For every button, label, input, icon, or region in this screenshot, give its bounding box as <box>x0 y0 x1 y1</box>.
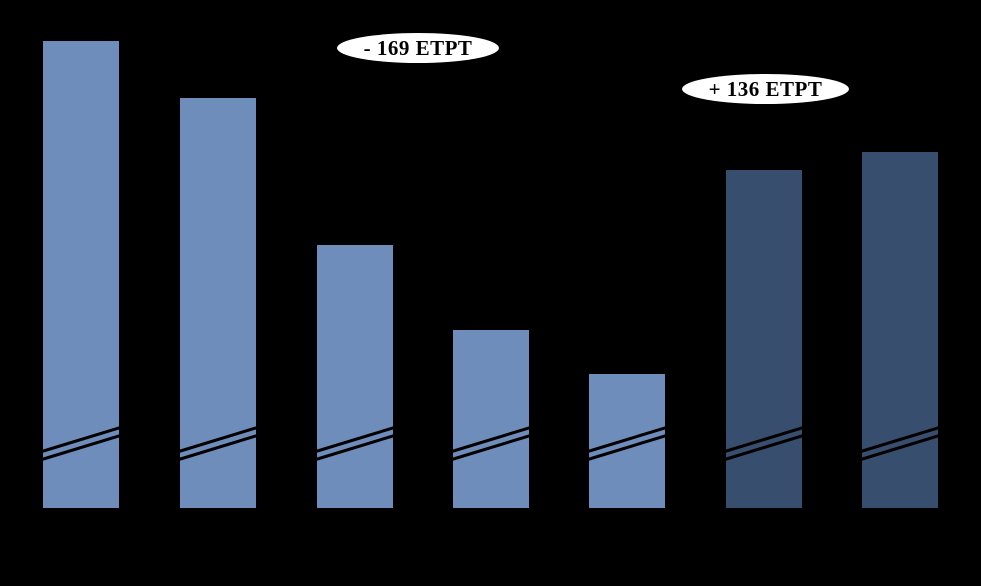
bar-3-declining-series <box>317 245 393 508</box>
bar-4-declining-series <box>453 330 529 508</box>
annotation-ellipse-1: - 169 ETPT <box>337 33 499 63</box>
bar-7-increasing-series <box>862 152 938 508</box>
annotation-ellipse-2: + 136 ETPT <box>682 74 849 104</box>
annotation-text: + 136 ETPT <box>708 76 823 101</box>
bar-2-declining-series <box>180 98 256 508</box>
bar-5-declining-series <box>589 374 665 508</box>
bar-6-increasing-series <box>726 170 802 508</box>
annotation-text: - 169 ETPT <box>363 35 473 60</box>
bar-1-declining-series <box>43 41 119 508</box>
